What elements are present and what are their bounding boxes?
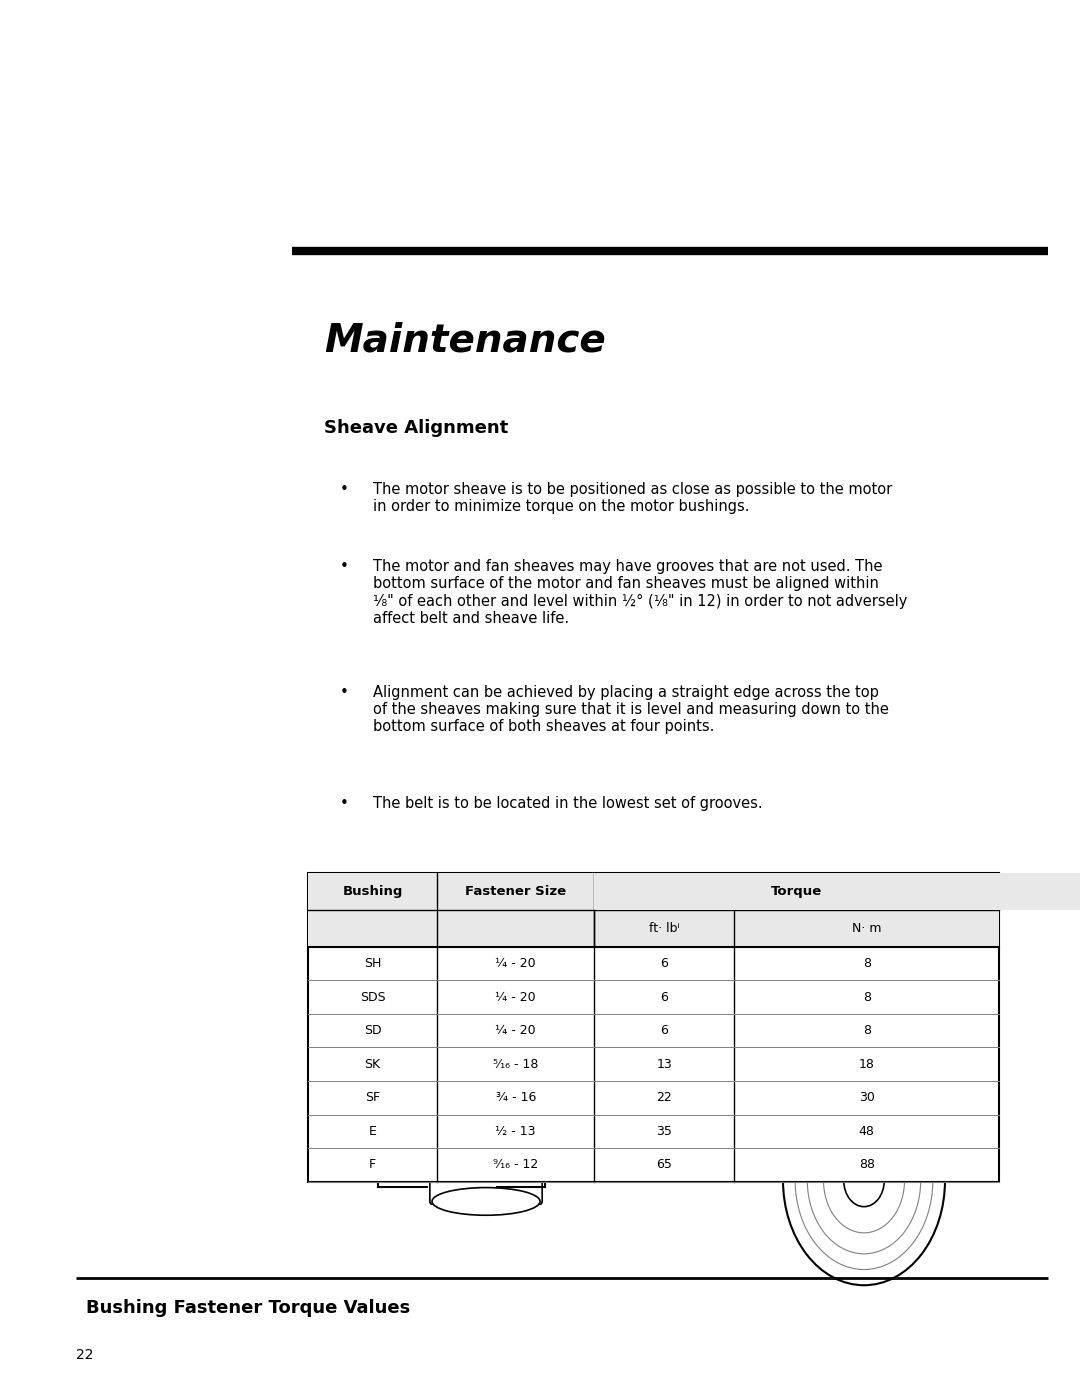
FancyBboxPatch shape: [430, 1045, 542, 1204]
Text: Bushing Fastener Torque Values: Bushing Fastener Torque Values: [86, 1299, 410, 1317]
Text: 6: 6: [660, 957, 669, 970]
Text: 30: 30: [859, 1091, 875, 1104]
Bar: [308, 909, 999, 947]
Text: Torque: Torque: [771, 886, 822, 898]
Text: 18: 18: [859, 1058, 875, 1070]
Bar: [457, 1009, 516, 1034]
Circle shape: [843, 1154, 885, 1207]
Text: SK: SK: [365, 1058, 380, 1070]
Text: 8: 8: [863, 1024, 870, 1037]
Text: •: •: [340, 559, 349, 574]
Text: 65: 65: [657, 1158, 672, 1171]
Text: •: •: [340, 796, 349, 812]
Text: Bushing: Bushing: [342, 886, 403, 898]
Text: ft· lbⁱ: ft· lbⁱ: [649, 922, 679, 935]
Ellipse shape: [457, 1014, 516, 1032]
Text: The belt is to be located in the lowest set of grooves.: The belt is to be located in the lowest …: [373, 796, 762, 812]
Text: ¾ - 16: ¾ - 16: [496, 1091, 536, 1104]
Text: ½ - 13: ½ - 13: [496, 1125, 536, 1137]
Text: The motor sheave is to be positioned as close as possible to the motor
in order : The motor sheave is to be positioned as …: [373, 482, 892, 514]
Text: ¼ - 20: ¼ - 20: [496, 990, 536, 1003]
Text: Maintenance: Maintenance: [324, 321, 606, 359]
Text: F: F: [369, 1158, 376, 1171]
Text: •: •: [340, 482, 349, 497]
Bar: [594, 873, 1080, 909]
Text: 48: 48: [859, 1125, 875, 1137]
Bar: [400, 986, 842, 1003]
Text: 8: 8: [863, 990, 870, 1003]
Text: Alignment can be achieved by placing a straight edge across the top
of the sheav: Alignment can be achieved by placing a s…: [373, 685, 889, 735]
Text: ⁹⁄₁₆ - 12: ⁹⁄₁₆ - 12: [494, 1158, 538, 1171]
Text: 35: 35: [657, 1125, 672, 1137]
Text: ¼ - 20: ¼ - 20: [496, 957, 536, 970]
Text: E: E: [368, 1125, 377, 1137]
Text: 6: 6: [660, 990, 669, 1003]
Text: 6: 6: [660, 1024, 669, 1037]
Text: SH: SH: [364, 957, 381, 970]
Text: 13: 13: [657, 1058, 672, 1070]
Text: 22: 22: [657, 1091, 672, 1104]
Text: Fastener Size: Fastener Size: [465, 886, 566, 898]
Text: SDS: SDS: [360, 990, 386, 1003]
Text: Sheave Alignment: Sheave Alignment: [324, 419, 509, 437]
Text: SF: SF: [365, 1091, 380, 1104]
Ellipse shape: [432, 1187, 540, 1215]
Ellipse shape: [432, 1034, 540, 1062]
Text: 22: 22: [76, 1348, 93, 1362]
Text: ⁵⁄₁₆ - 18: ⁵⁄₁₆ - 18: [492, 1058, 539, 1070]
Text: •: •: [340, 685, 349, 700]
Text: 88: 88: [859, 1158, 875, 1171]
Text: N· m: N· m: [852, 922, 881, 935]
Text: The motor and fan sheaves may have grooves that are not used. The
bottom surface: The motor and fan sheaves may have groov…: [373, 559, 907, 626]
Text: ¼ - 20: ¼ - 20: [496, 1024, 536, 1037]
Text: 8: 8: [863, 957, 870, 970]
Text: SD: SD: [364, 1024, 381, 1037]
Circle shape: [783, 1076, 945, 1285]
Bar: [308, 873, 999, 1182]
Bar: [308, 873, 999, 909]
